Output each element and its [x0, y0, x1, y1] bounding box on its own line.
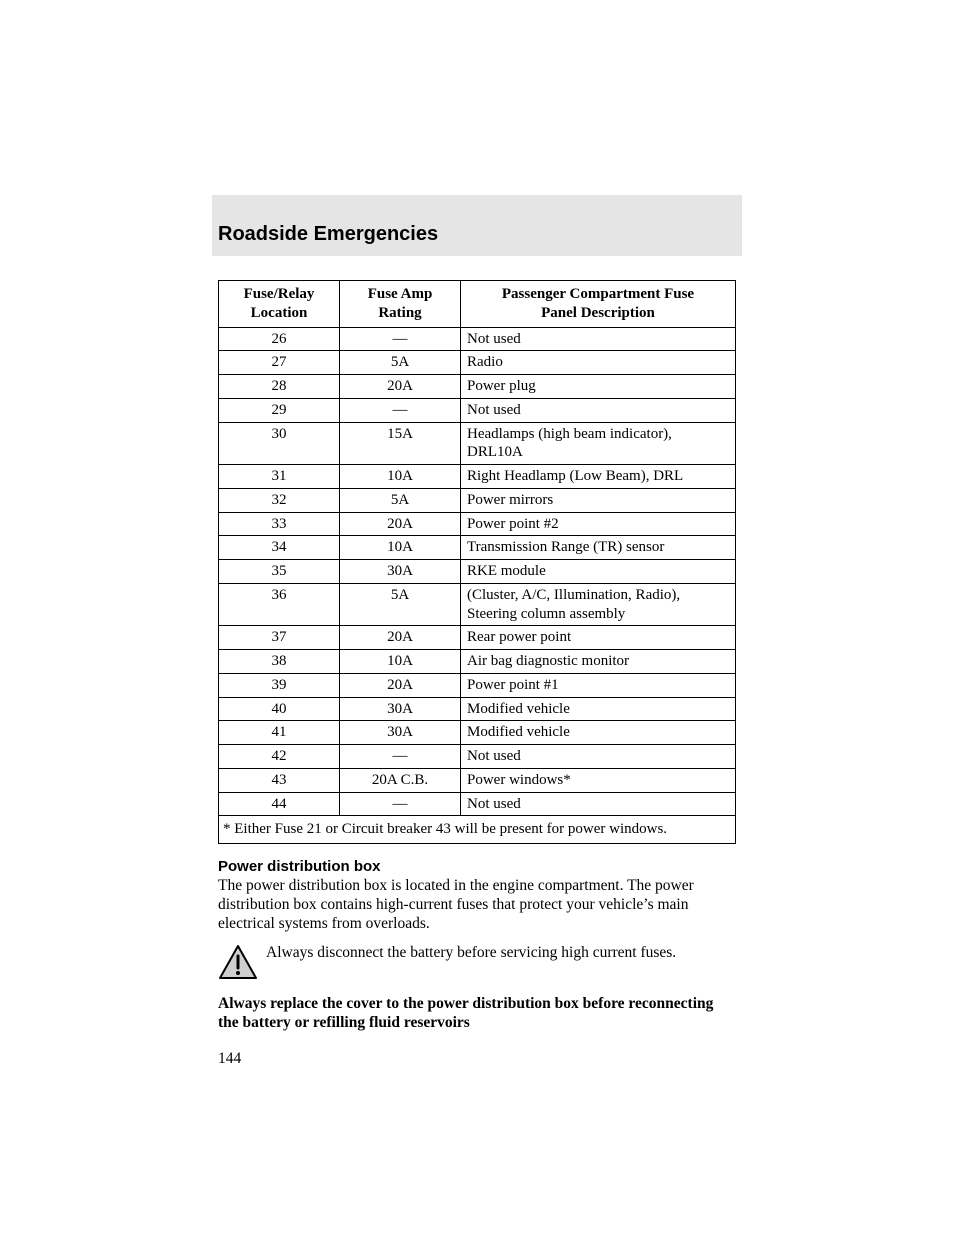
cell-amp: — [340, 327, 461, 351]
cell-description: (Cluster, A/C, Illumination, Radio), Ste… [461, 583, 736, 626]
cell-amp: 30A [340, 697, 461, 721]
cell-description: Power windows* [461, 768, 736, 792]
table-row: 42—Not used [219, 745, 736, 769]
cell-location: 35 [219, 560, 340, 584]
table-row: 3410ATransmission Range (TR) sensor [219, 536, 736, 560]
cell-description: Not used [461, 745, 736, 769]
cell-location: 39 [219, 673, 340, 697]
cell-location: 31 [219, 465, 340, 489]
cell-amp: 20A [340, 626, 461, 650]
cell-location: 28 [219, 375, 340, 399]
cell-location: 40 [219, 697, 340, 721]
cell-amp: — [340, 745, 461, 769]
cell-amp: 20A [340, 673, 461, 697]
table-row: 44—Not used [219, 792, 736, 816]
table-row: 4320A C.B.Power windows* [219, 768, 736, 792]
cell-location: 38 [219, 650, 340, 674]
col-header-amp: Fuse Amp Rating [340, 281, 461, 328]
cell-location: 43 [219, 768, 340, 792]
table-footnote-row: * Either Fuse 21 or Circuit breaker 43 w… [219, 816, 736, 844]
section-banner: Roadside Emergencies [212, 195, 742, 256]
cell-amp: 5A [340, 351, 461, 375]
cell-amp: 30A [340, 721, 461, 745]
cell-description: Modified vehicle [461, 697, 736, 721]
cell-description: Radio [461, 351, 736, 375]
header-text: Passenger Compartment Fuse [502, 286, 694, 302]
warning-triangle-icon [218, 944, 258, 980]
cell-amp: 20A [340, 512, 461, 536]
cell-description: Modified vehicle [461, 721, 736, 745]
table-row: 4130AModified vehicle [219, 721, 736, 745]
section-title: Roadside Emergencies [218, 223, 736, 246]
cell-description: Power plug [461, 375, 736, 399]
cell-amp: 5A [340, 488, 461, 512]
cell-description: Rear power point [461, 626, 736, 650]
cell-description: Headlamps (high beam indicator), DRL10A [461, 422, 736, 465]
cell-description: RKE module [461, 560, 736, 584]
cell-amp: 20A [340, 375, 461, 399]
table-row: 3720ARear power point [219, 626, 736, 650]
warning-block: Always disconnect the battery before ser… [218, 944, 736, 980]
cell-description: Transmission Range (TR) sensor [461, 536, 736, 560]
cell-location: 34 [219, 536, 340, 560]
cell-description: Power point #2 [461, 512, 736, 536]
table-row: 2820APower plug [219, 375, 736, 399]
cell-location: 27 [219, 351, 340, 375]
cell-description: Right Headlamp (Low Beam), DRL [461, 465, 736, 489]
cell-amp: 10A [340, 465, 461, 489]
cell-amp: 5A [340, 583, 461, 626]
cell-description: Air bag diagnostic monitor [461, 650, 736, 674]
cell-location: 44 [219, 792, 340, 816]
fuse-table: Fuse/Relay Location Fuse Amp Rating Pass… [218, 280, 736, 844]
cell-description: Not used [461, 398, 736, 422]
table-row: 3320APower point #2 [219, 512, 736, 536]
cell-location: 32 [219, 488, 340, 512]
header-text: Location [251, 305, 308, 321]
cell-location: 42 [219, 745, 340, 769]
bold-note: Always replace the cover to the power di… [218, 994, 736, 1033]
table-row: 4030AModified vehicle [219, 697, 736, 721]
cell-location: 41 [219, 721, 340, 745]
table-row: 26—Not used [219, 327, 736, 351]
cell-description: Not used [461, 792, 736, 816]
cell-location: 26 [219, 327, 340, 351]
cell-location: 30 [219, 422, 340, 465]
table-row: 3810AAir bag diagnostic monitor [219, 650, 736, 674]
col-header-description: Passenger Compartment Fuse Panel Descrip… [461, 281, 736, 328]
table-row: 3110ARight Headlamp (Low Beam), DRL [219, 465, 736, 489]
cell-amp: 10A [340, 650, 461, 674]
table-row: 3530ARKE module [219, 560, 736, 584]
cell-location: 33 [219, 512, 340, 536]
table-row: 3920APower point #1 [219, 673, 736, 697]
warning-text: Always disconnect the battery before ser… [266, 944, 676, 963]
table-footnote: * Either Fuse 21 or Circuit breaker 43 w… [219, 816, 736, 844]
cell-amp: 10A [340, 536, 461, 560]
body-paragraph: The power distribution box is located in… [218, 877, 736, 934]
cell-location: 36 [219, 583, 340, 626]
manual-page: Roadside Emergencies Fuse/Relay Location… [0, 0, 954, 1235]
cell-amp: 15A [340, 422, 461, 465]
cell-description: Not used [461, 327, 736, 351]
header-text: Fuse/Relay [244, 286, 315, 302]
cell-amp: 20A C.B. [340, 768, 461, 792]
header-text: Fuse Amp [368, 286, 433, 302]
table-row: 365A(Cluster, A/C, Illumination, Radio),… [219, 583, 736, 626]
cell-amp: 30A [340, 560, 461, 584]
cell-location: 29 [219, 398, 340, 422]
table-row: 3015AHeadlamps (high beam indicator), DR… [219, 422, 736, 465]
table-header-row: Fuse/Relay Location Fuse Amp Rating Pass… [219, 281, 736, 328]
subhead-power-distribution: Power distribution box [218, 858, 736, 875]
cell-location: 37 [219, 626, 340, 650]
page-number: 144 [218, 1050, 736, 1068]
cell-amp: — [340, 792, 461, 816]
table-row: 325APower mirrors [219, 488, 736, 512]
cell-amp: — [340, 398, 461, 422]
table-row: 275ARadio [219, 351, 736, 375]
header-text: Rating [378, 305, 421, 321]
table-row: 29—Not used [219, 398, 736, 422]
cell-description: Power mirrors [461, 488, 736, 512]
header-text: Panel Description [541, 305, 655, 321]
col-header-location: Fuse/Relay Location [219, 281, 340, 328]
cell-description: Power point #1 [461, 673, 736, 697]
